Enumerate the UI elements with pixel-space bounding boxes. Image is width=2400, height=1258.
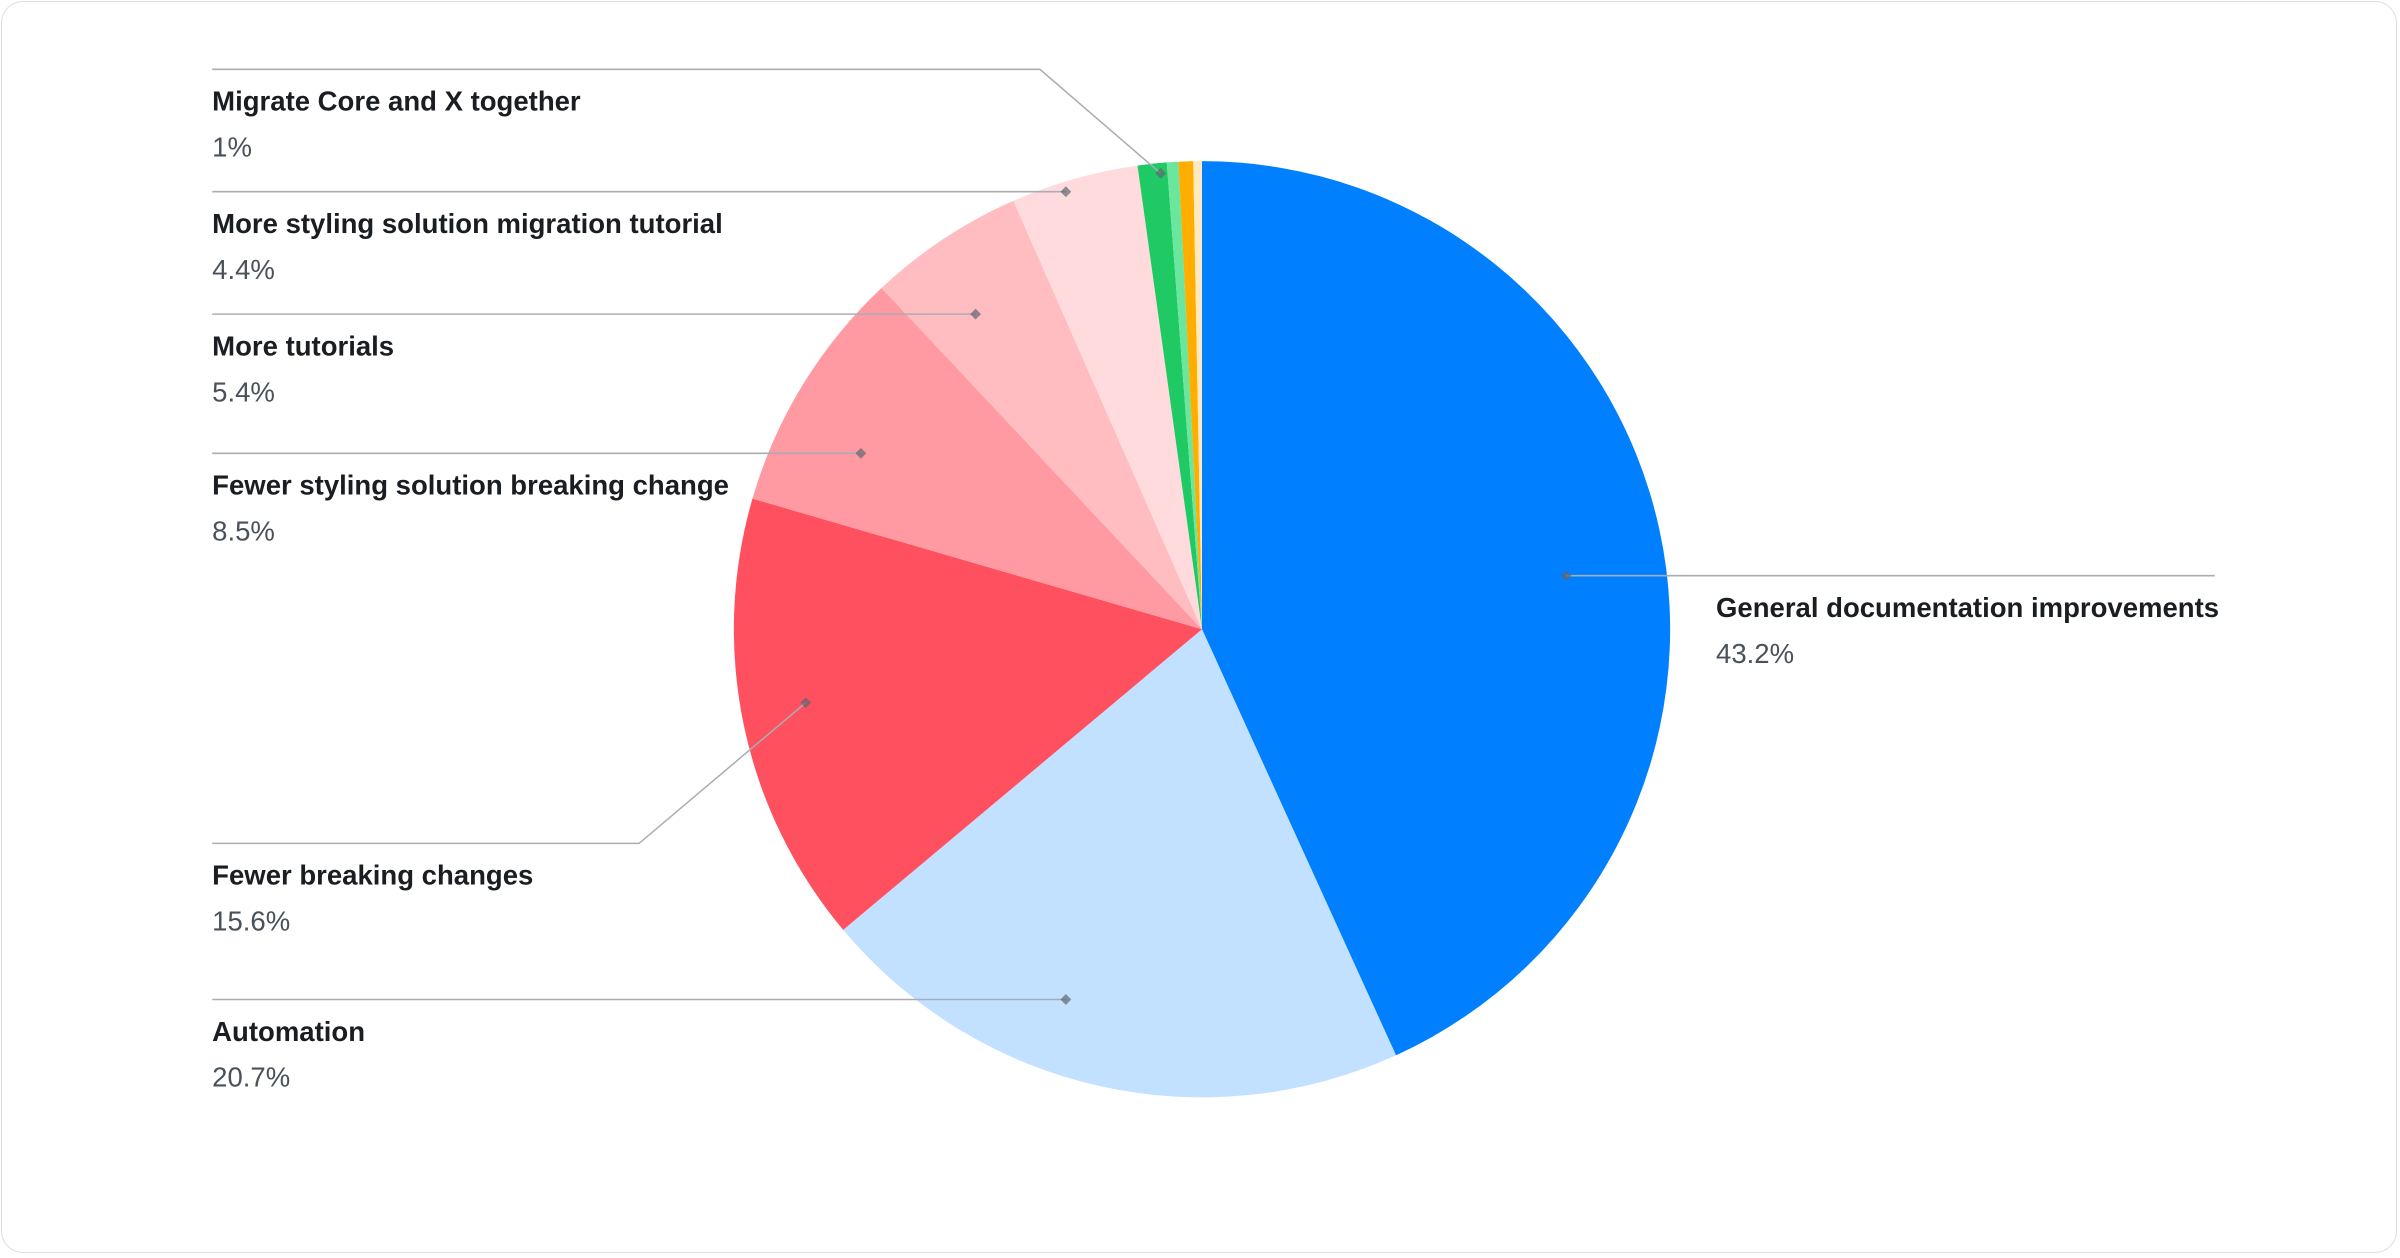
- label-automation: Automation: [212, 1016, 365, 1047]
- label-migrate-core-and-x-together: Migrate Core and X together: [212, 86, 581, 117]
- pie-slice-fewer-styling-solution-breaking-change[interactable]: [752, 287, 1202, 630]
- pie-slice-more-tutorials[interactable]: [881, 200, 1202, 630]
- pie-slice-migrate-core-and-x-together[interactable]: [1137, 162, 1202, 630]
- value-more-tutorials: 5.4%: [212, 376, 275, 407]
- label-fewer-styling-solution-breaking-change: Fewer styling solution breaking change: [212, 470, 729, 501]
- label-fewer-breaking-changes: Fewer breaking changes: [212, 860, 533, 891]
- pie-slice-general-documentation-improvements[interactable]: [1202, 161, 1671, 1056]
- value-automation: 20.7%: [212, 1062, 290, 1093]
- value-fewer-breaking-changes: 15.6%: [212, 906, 290, 937]
- pie-slice-fewer-breaking-changes[interactable]: [733, 498, 1202, 930]
- label-more-styling-solution-migration-tutorial: More styling solution migration tutorial: [212, 208, 723, 239]
- pie-slice-unlabeled-9[interactable]: [1193, 161, 1202, 630]
- label-general-documentation-improvements: General documentation improvements: [1716, 592, 2219, 623]
- leader-marker-fewer-breaking-changes: [800, 697, 812, 709]
- pie-slice-unlabeled-8[interactable]: [1178, 161, 1202, 630]
- pie-slice-unlabeled-7[interactable]: [1166, 161, 1202, 630]
- pie-slices: [733, 161, 1671, 1098]
- label-more-tutorials: More tutorials: [212, 330, 394, 361]
- value-fewer-styling-solution-breaking-change: 8.5%: [212, 516, 275, 547]
- leader-line-fewer-breaking-changes: [212, 702, 807, 845]
- leader-marker-fewer-styling-solution-breaking-change: [855, 447, 867, 459]
- value-migrate-core-and-x-together: 1%: [212, 132, 252, 163]
- leader-marker-migrate-core-and-x-together: [1155, 167, 1167, 179]
- value-more-styling-solution-migration-tutorial: 4.4%: [212, 254, 275, 285]
- pie-slice-more-styling-solution-migration-tutorial[interactable]: [1013, 165, 1202, 630]
- leader-marker-more-tutorials: [970, 308, 981, 320]
- pie-slice-automation[interactable]: [843, 629, 1396, 1098]
- value-general-documentation-improvements: 43.2%: [1716, 638, 1794, 669]
- leader-line-migrate-core-and-x-together: [212, 68, 1162, 174]
